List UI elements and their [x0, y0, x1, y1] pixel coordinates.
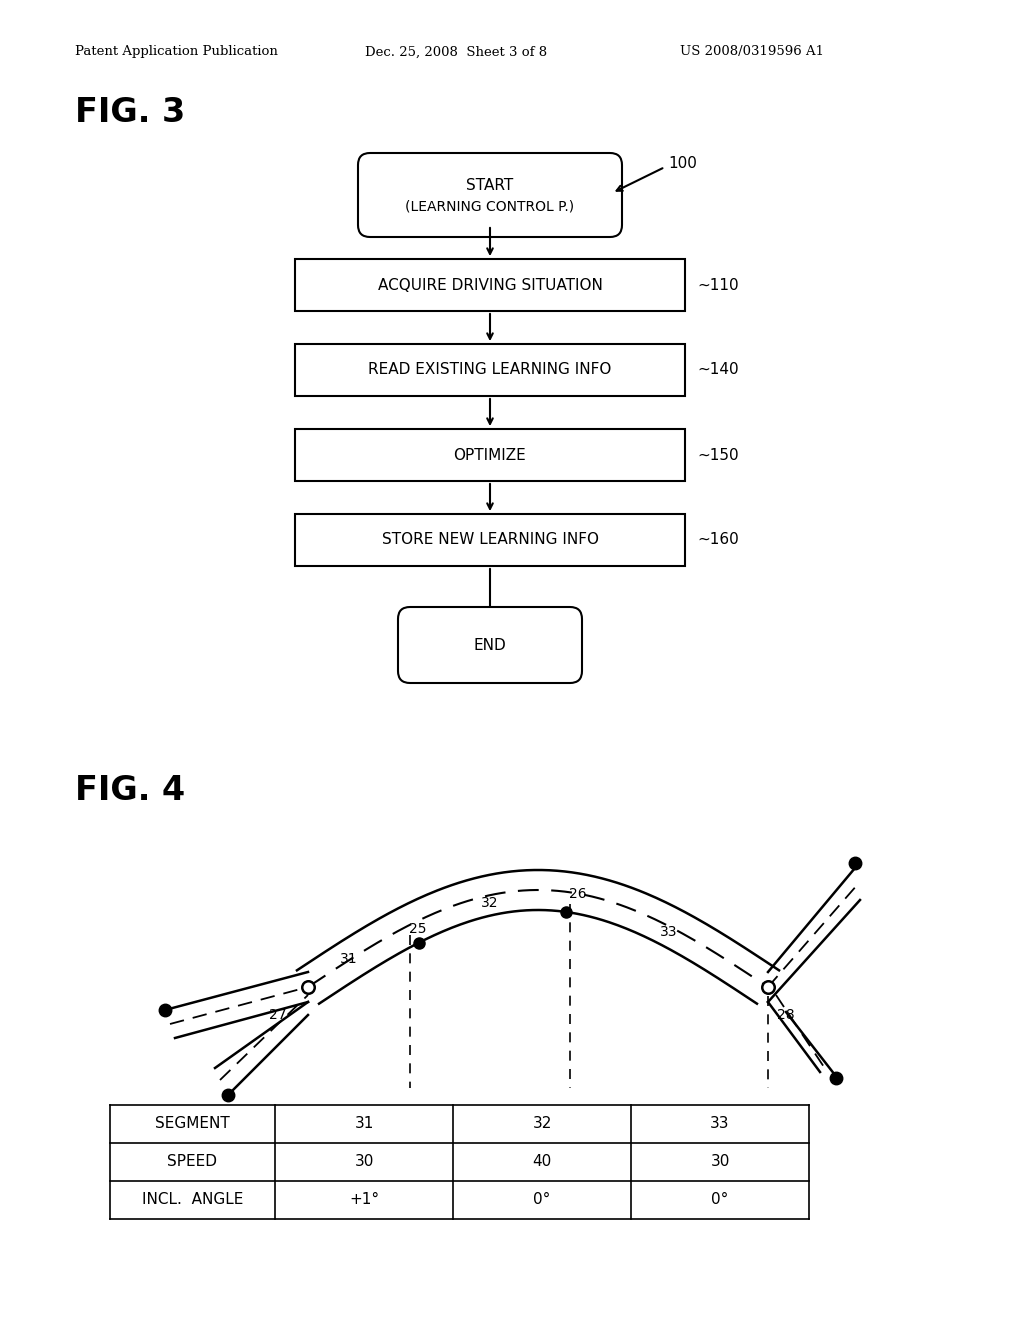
Text: 26: 26	[569, 887, 587, 902]
FancyBboxPatch shape	[358, 153, 622, 238]
Text: 31: 31	[354, 1117, 374, 1131]
Text: 33: 33	[660, 925, 678, 939]
Text: 25: 25	[410, 923, 427, 936]
Text: 30: 30	[354, 1155, 374, 1170]
Text: 32: 32	[532, 1117, 552, 1131]
Text: STORE NEW LEARNING INFO: STORE NEW LEARNING INFO	[382, 532, 598, 548]
Text: ~110: ~110	[697, 277, 738, 293]
FancyBboxPatch shape	[295, 429, 685, 480]
Text: Patent Application Publication: Patent Application Publication	[75, 45, 278, 58]
Text: 30: 30	[711, 1155, 730, 1170]
Text: 40: 40	[532, 1155, 552, 1170]
Text: 27: 27	[269, 1008, 287, 1022]
Text: ACQUIRE DRIVING SITUATION: ACQUIRE DRIVING SITUATION	[378, 277, 602, 293]
Text: 31: 31	[340, 952, 357, 966]
Text: 0°: 0°	[534, 1192, 551, 1208]
FancyBboxPatch shape	[295, 345, 685, 396]
Text: END: END	[474, 638, 507, 652]
Text: READ EXISTING LEARNING INFO: READ EXISTING LEARNING INFO	[369, 363, 611, 378]
Text: FIG. 3: FIG. 3	[75, 95, 185, 128]
FancyBboxPatch shape	[398, 607, 582, 682]
Text: SEGMENT: SEGMENT	[155, 1117, 229, 1131]
Text: START: START	[466, 178, 514, 194]
Text: OPTIMIZE: OPTIMIZE	[454, 447, 526, 462]
Text: 33: 33	[711, 1117, 730, 1131]
Text: 32: 32	[481, 895, 499, 909]
Text: INCL.  ANGLE: INCL. ANGLE	[141, 1192, 243, 1208]
Text: 100: 100	[668, 156, 697, 170]
Text: ~160: ~160	[697, 532, 738, 548]
Text: Dec. 25, 2008  Sheet 3 of 8: Dec. 25, 2008 Sheet 3 of 8	[365, 45, 547, 58]
Text: US 2008/0319596 A1: US 2008/0319596 A1	[680, 45, 824, 58]
Text: +1°: +1°	[349, 1192, 379, 1208]
FancyBboxPatch shape	[295, 259, 685, 312]
Text: (LEARNING CONTROL P.): (LEARNING CONTROL P.)	[406, 199, 574, 213]
Text: ~150: ~150	[697, 447, 738, 462]
Text: SPEED: SPEED	[168, 1155, 217, 1170]
Text: 28: 28	[777, 1008, 795, 1022]
Text: 0°: 0°	[712, 1192, 729, 1208]
FancyBboxPatch shape	[295, 513, 685, 566]
Text: ~140: ~140	[697, 363, 738, 378]
Text: FIG. 4: FIG. 4	[75, 774, 185, 807]
